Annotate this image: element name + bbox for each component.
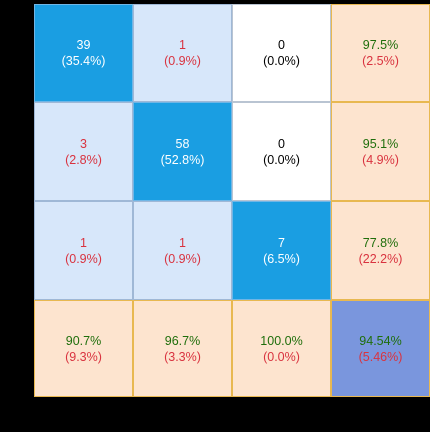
matrix-cell-r3-c2: 1 (0.9%) [133,201,232,300]
cell-percentage: (35.4%) [61,54,106,68]
matrix-cell-r3-c3: 7 (6.5%) [232,201,331,300]
cell-percentage: (0.9%) [65,251,102,266]
matrix-cell-r1-c2: 1 (0.9%) [133,4,232,102]
cell-value: 100.0% [260,333,303,348]
cell-percentage: (0.9%) [164,54,201,68]
cell-value: 1 [179,235,186,250]
matrix-cell-r2-c3: 0 (0.0%) [232,102,331,201]
cell-value: 1 [80,235,87,250]
cell-value: 7 [278,235,285,250]
cell-percentage: (2.5%) [362,54,399,68]
matrix-cell-r3-c1: 1 (0.9%) [34,201,133,300]
cell-percentage: (22.2%) [358,251,403,266]
matrix-cell-r4-c1: 90.7% (9.3%) [34,300,133,397]
cell-value: 77.8% [362,235,399,250]
cell-value: 94.54% [359,333,402,348]
matrix-cell-r4-c2: 96.7% (3.3%) [133,300,232,397]
cell-value: 97.5% [362,38,399,52]
matrix-cell-r2-c1: 3 (2.8%) [34,102,133,201]
cell-value: 39 [76,38,91,52]
matrix-cell-r2-c4: 95.1% (4.9%) [331,102,430,201]
matrix-cell-r4-c4: 94.54% (5.46%) [331,300,430,397]
cell-percentage: (0.0%) [263,349,300,364]
cell-percentage: (52.8%) [160,152,205,167]
cell-percentage: (4.9%) [362,152,399,167]
matrix-cell-r3-c4: 77.8% (22.2%) [331,201,430,300]
cell-percentage: (3.3%) [164,349,201,364]
cell-value: 0 [278,38,285,52]
matrix-cell-r1-c3: 0 (0.0%) [232,4,331,102]
cell-percentage: (0.0%) [263,54,300,68]
cell-value: 1 [179,38,186,52]
cell-percentage: (5.46%) [358,349,403,364]
cell-percentage: (2.8%) [65,152,102,167]
cell-value: 96.7% [164,333,201,348]
cell-percentage: (9.3%) [65,349,102,364]
matrix-cell-r4-c3: 100.0% (0.0%) [232,300,331,397]
cell-value: 0 [278,136,285,151]
cell-value: 95.1% [362,136,399,151]
cell-value: 90.7% [65,333,102,348]
matrix-cell-r2-c2: 58 (52.8%) [133,102,232,201]
cell-percentage: (6.5%) [263,251,300,266]
cell-percentage: (0.9%) [164,251,201,266]
cell-percentage: (0.0%) [263,152,300,167]
cell-value: 58 [175,136,190,151]
matrix-cell-r1-c1: 39 (35.4%) [34,4,133,102]
cell-value: 3 [80,136,87,151]
matrix-cell-r1-c4: 97.5% (2.5%) [331,4,430,102]
confusion-matrix: 39 (35.4%) 1 (0.9%) 0 (0.0%) 97.5% (2.5%) 3 (2.8%… [34,4,430,397]
